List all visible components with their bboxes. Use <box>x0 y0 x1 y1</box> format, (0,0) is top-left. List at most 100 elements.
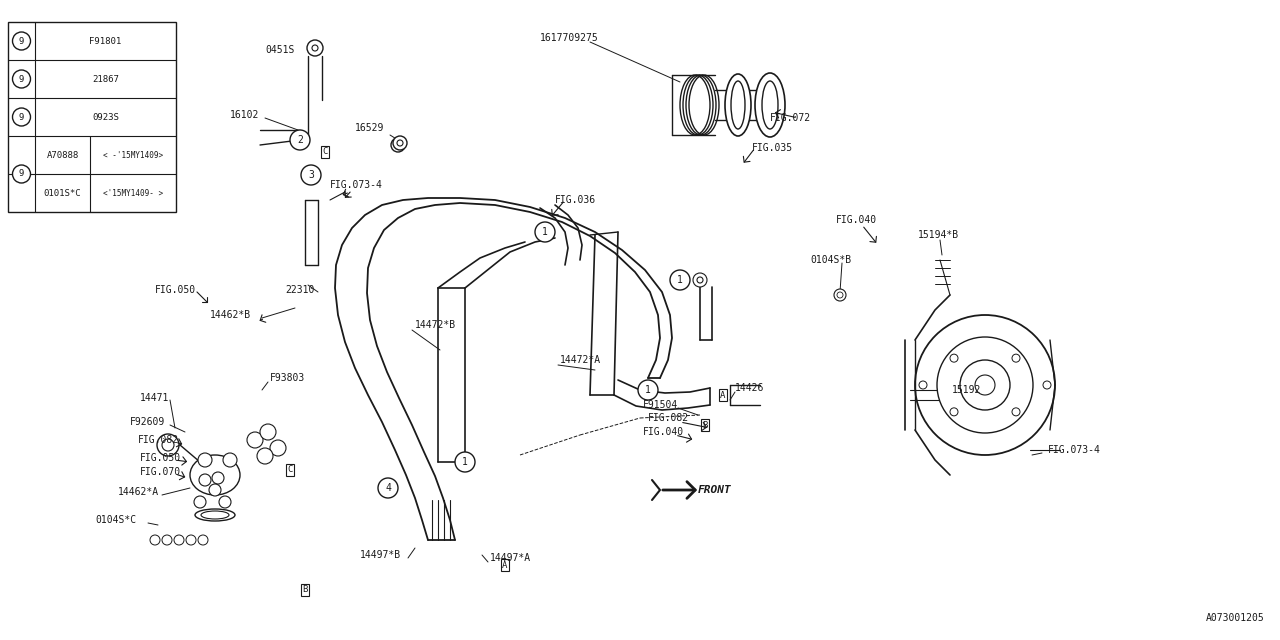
Circle shape <box>390 138 404 152</box>
Circle shape <box>535 222 556 242</box>
Ellipse shape <box>762 81 778 129</box>
Text: F91801: F91801 <box>90 36 122 45</box>
Text: 14497*A: 14497*A <box>490 553 531 563</box>
Circle shape <box>919 381 927 389</box>
Ellipse shape <box>157 434 179 456</box>
Circle shape <box>291 130 310 150</box>
Circle shape <box>223 453 237 467</box>
Circle shape <box>307 40 323 56</box>
Text: 14462*B: 14462*B <box>210 310 251 320</box>
Circle shape <box>13 70 31 88</box>
Text: 3: 3 <box>308 170 314 180</box>
Circle shape <box>1012 354 1020 362</box>
Circle shape <box>960 360 1010 410</box>
Circle shape <box>13 32 31 50</box>
Text: 0104S*B: 0104S*B <box>810 255 851 265</box>
Circle shape <box>198 453 212 467</box>
Circle shape <box>378 478 398 498</box>
Text: 9: 9 <box>19 113 24 122</box>
Text: C: C <box>287 465 293 474</box>
Circle shape <box>915 315 1055 455</box>
Text: 16102: 16102 <box>230 110 260 120</box>
Text: B: B <box>302 586 307 595</box>
Circle shape <box>669 270 690 290</box>
Ellipse shape <box>755 73 785 137</box>
Circle shape <box>950 408 957 416</box>
Text: FIG.050: FIG.050 <box>155 285 196 295</box>
Text: 9: 9 <box>19 170 24 179</box>
Text: 0451S: 0451S <box>265 45 294 55</box>
Ellipse shape <box>189 455 241 495</box>
Text: <'15MY1409- >: <'15MY1409- > <box>102 189 163 198</box>
Circle shape <box>301 165 321 185</box>
Circle shape <box>270 440 285 456</box>
Text: 22310: 22310 <box>285 285 315 295</box>
Text: FIG.072: FIG.072 <box>771 113 812 123</box>
Text: FIG.040: FIG.040 <box>643 427 684 437</box>
Circle shape <box>198 474 211 486</box>
Text: 14426: 14426 <box>735 383 764 393</box>
Text: 21867: 21867 <box>92 74 119 83</box>
Text: 15192: 15192 <box>952 385 982 395</box>
Circle shape <box>198 535 207 545</box>
Ellipse shape <box>724 74 751 136</box>
Circle shape <box>1012 408 1020 416</box>
Circle shape <box>397 140 403 146</box>
Text: 1: 1 <box>462 457 468 467</box>
Text: FIG.036: FIG.036 <box>556 195 596 205</box>
Text: FIG.050: FIG.050 <box>140 453 182 463</box>
Text: F93803: F93803 <box>270 373 305 383</box>
Text: FIG.073-4: FIG.073-4 <box>330 180 383 190</box>
Text: A: A <box>502 561 508 570</box>
Text: FIG.082: FIG.082 <box>138 435 179 445</box>
Text: 16529: 16529 <box>355 123 384 133</box>
Circle shape <box>247 432 262 448</box>
Circle shape <box>396 142 401 148</box>
Circle shape <box>195 496 206 508</box>
Text: F91504: F91504 <box>643 400 678 410</box>
Circle shape <box>150 535 160 545</box>
Circle shape <box>637 380 658 400</box>
Circle shape <box>312 45 317 51</box>
Text: F92609: F92609 <box>131 417 165 427</box>
Text: < -'15MY1409>: < -'15MY1409> <box>102 150 163 159</box>
Circle shape <box>454 452 475 472</box>
Circle shape <box>975 375 995 395</box>
Circle shape <box>1043 381 1051 389</box>
Circle shape <box>163 535 172 545</box>
Text: 1: 1 <box>677 275 684 285</box>
Circle shape <box>219 496 230 508</box>
Text: 14462*A: 14462*A <box>118 487 159 497</box>
Text: FIG.082: FIG.082 <box>648 413 689 423</box>
Text: 1: 1 <box>645 385 652 395</box>
Ellipse shape <box>163 439 174 451</box>
Text: 0923S: 0923S <box>92 113 119 122</box>
Bar <box>8 22 177 212</box>
Text: FIG.040: FIG.040 <box>836 215 877 225</box>
Text: 14497*B: 14497*B <box>360 550 401 560</box>
Circle shape <box>837 292 844 298</box>
Circle shape <box>393 136 407 150</box>
Circle shape <box>186 535 196 545</box>
Text: A073001205: A073001205 <box>1206 613 1265 623</box>
Text: 0104S*C: 0104S*C <box>95 515 136 525</box>
Text: 14472*A: 14472*A <box>561 355 602 365</box>
Text: A: A <box>721 390 726 399</box>
Circle shape <box>698 277 703 283</box>
Text: B: B <box>703 420 708 429</box>
Circle shape <box>937 337 1033 433</box>
Text: FIG.073-4: FIG.073-4 <box>1048 445 1101 455</box>
Circle shape <box>209 484 221 496</box>
Text: 1617709275: 1617709275 <box>540 33 599 43</box>
Circle shape <box>692 273 707 287</box>
Text: FIG.070: FIG.070 <box>140 467 182 477</box>
Circle shape <box>260 424 276 440</box>
Text: FRONT: FRONT <box>698 485 732 495</box>
Ellipse shape <box>731 81 745 129</box>
Text: 9: 9 <box>19 74 24 83</box>
Circle shape <box>835 289 846 301</box>
Text: C: C <box>323 147 328 157</box>
Text: A70888: A70888 <box>46 150 78 159</box>
Circle shape <box>174 535 184 545</box>
Text: 9: 9 <box>19 36 24 45</box>
